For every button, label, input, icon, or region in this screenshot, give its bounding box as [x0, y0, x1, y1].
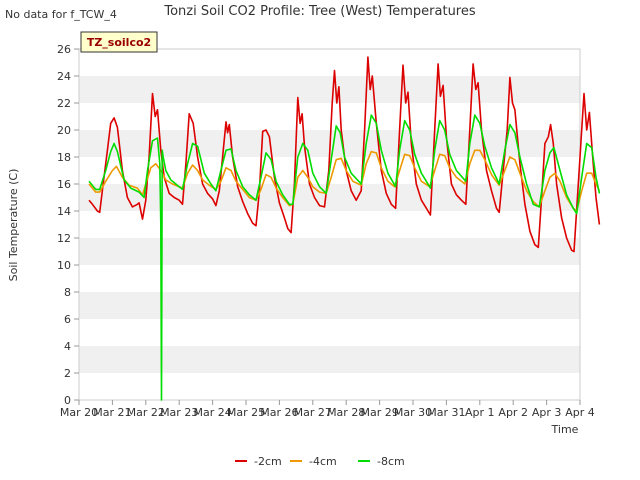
- y-tick-label: 2: [64, 367, 71, 380]
- y-axis-label: Soil Temperature (C): [7, 169, 20, 282]
- legend-label: -4cm: [309, 455, 337, 468]
- x-tick-label: Apr 2: [498, 406, 528, 419]
- y-tick-label: 22: [57, 97, 71, 110]
- grid-band: [79, 103, 580, 130]
- y-tick-label: 26: [57, 43, 71, 56]
- x-tick-label: Apr 4: [565, 406, 595, 419]
- nodata-text: No data for f_TCW_4: [5, 8, 117, 21]
- y-tick-label: 24: [57, 70, 71, 83]
- x-tick-label: Mar 21: [93, 406, 131, 419]
- grid-band: [79, 373, 580, 400]
- x-tick-label: Mar 24: [193, 406, 231, 419]
- y-tick-label: 4: [64, 340, 71, 353]
- badge-text: TZ_soilco2: [87, 36, 151, 49]
- grid-band: [79, 76, 580, 103]
- x-tick-label: Mar 20: [60, 406, 98, 419]
- grid-band: [79, 211, 580, 238]
- grid-band: [79, 292, 580, 319]
- series-line-minus-4cm: [88, 149, 601, 212]
- badge-box: [80, 31, 158, 53]
- x-tick-label: Mar 27: [294, 406, 332, 419]
- legend-label: -8cm: [377, 455, 405, 468]
- x-tick-label: Mar 30: [394, 406, 432, 419]
- legend-label: -2cm: [254, 455, 282, 468]
- x-tick-label: Mar 22: [127, 406, 165, 419]
- x-tick-label: Mar 23: [160, 406, 198, 419]
- legend: -2cm -4cm -8cm: [235, 455, 405, 468]
- y-tick-label: 6: [64, 313, 71, 326]
- series-line-minus-8cm: [88, 114, 601, 401]
- chart-title: Tonzi Soil CO2 Profile: Tree (West) Temp…: [163, 4, 476, 19]
- x-tick-label: Mar 29: [360, 406, 398, 419]
- series-lines: [88, 56, 601, 401]
- y-tick-label: 20: [57, 124, 71, 137]
- x-tick-label: Mar 31: [427, 406, 465, 419]
- grid-band: [79, 346, 580, 373]
- y-tick-label: 12: [57, 232, 71, 245]
- grid-band: [79, 49, 580, 76]
- plot-frame: [78, 48, 581, 401]
- x-axis-label: Time: [551, 423, 579, 436]
- y-tick-label: 14: [57, 205, 71, 218]
- y-tick-label: 10: [57, 259, 71, 272]
- series-line-minus-2cm: [88, 56, 601, 253]
- x-tick-label: Mar 26: [260, 406, 298, 419]
- x-tick-label: Apr 1: [465, 406, 495, 419]
- y-tick-label: 8: [64, 286, 71, 299]
- y-tick-label: 18: [57, 151, 71, 164]
- grid-band: [79, 238, 580, 265]
- y-tick-label: 0: [64, 394, 71, 407]
- grid-band: [79, 184, 580, 211]
- grid-band: [79, 319, 580, 346]
- grid-band: [79, 265, 580, 292]
- y-tick-label: 16: [57, 178, 71, 191]
- badge: TZ_soilco2: [80, 31, 158, 53]
- x-tick-label: Mar 28: [327, 406, 365, 419]
- x-tick-label: Apr 3: [532, 406, 562, 419]
- x-tick-label: Mar 25: [227, 406, 265, 419]
